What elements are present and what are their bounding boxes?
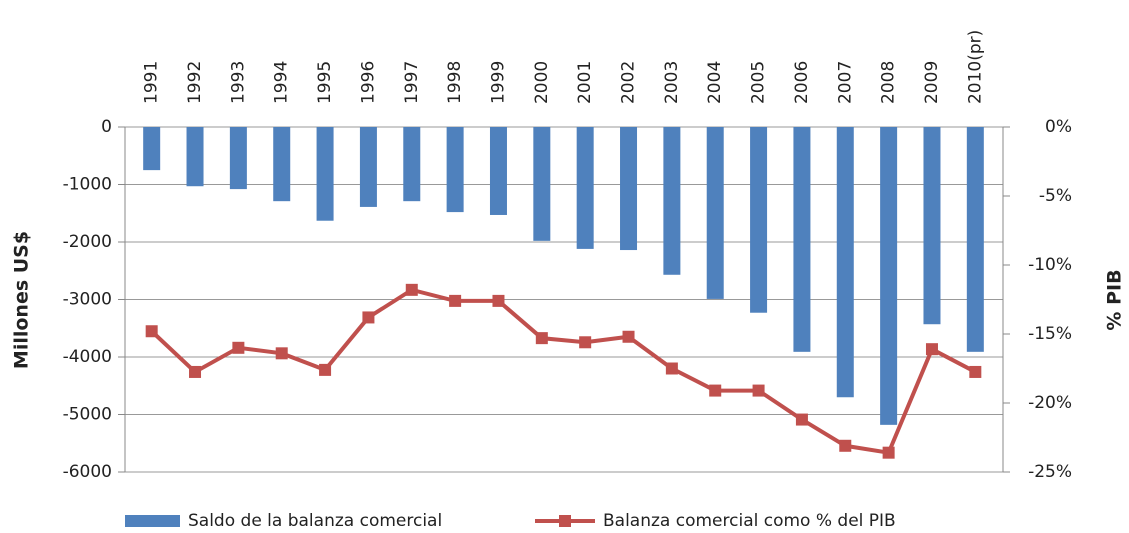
y2-tick-label: -10% [1028, 255, 1072, 275]
line [150, 287, 977, 455]
y-tick-label: 0 [101, 117, 112, 137]
legend-swatch [125, 515, 180, 527]
y-tick-label: -2000 [63, 232, 112, 252]
x-tick-label: 1991 [142, 61, 162, 104]
marker [449, 294, 462, 307]
x-tick-label: 1998 [445, 61, 465, 104]
bar [316, 127, 334, 221]
x-tick-label: 1996 [358, 61, 378, 104]
y-axis-label: Millones US$ [11, 231, 33, 369]
marker [969, 365, 982, 378]
marker [839, 439, 852, 452]
y2-tick-label: 0% [1045, 117, 1072, 137]
marker [622, 330, 635, 343]
marker [275, 347, 288, 360]
y-tick-label: -3000 [63, 290, 112, 310]
bar [663, 127, 681, 275]
bar [143, 127, 161, 171]
x-tick-label: 2009 [922, 61, 942, 104]
marker [795, 413, 808, 426]
bar [880, 127, 898, 425]
bar [750, 127, 768, 313]
marker [579, 336, 592, 349]
x-tick-label: 2006 [792, 61, 812, 104]
bar [533, 127, 551, 241]
marker [925, 343, 938, 356]
bar [576, 127, 594, 249]
bar [836, 127, 854, 398]
marker [319, 363, 332, 376]
x-tick-label: 1995 [315, 61, 335, 104]
y2-axis-label: % PIB [1104, 269, 1126, 330]
bar [923, 127, 941, 325]
x-tick-label: 2002 [619, 61, 639, 104]
marker [752, 384, 765, 397]
bar [359, 127, 377, 207]
marker [535, 332, 548, 345]
x-tick-label: 1997 [402, 61, 422, 104]
bar [403, 127, 421, 202]
marker [492, 294, 505, 307]
legend-label: Balanza comercial como % del PIB [603, 511, 896, 531]
x-tick-label: 2004 [705, 61, 725, 104]
bar [446, 127, 464, 213]
legend-marker [559, 515, 571, 527]
bar [273, 127, 291, 202]
marker [189, 365, 202, 378]
y2-tick-label: -15% [1028, 324, 1072, 344]
bar [229, 127, 247, 190]
marker [709, 384, 722, 397]
x-tick-label: 2007 [835, 61, 855, 104]
y2-tick-label: -25% [1028, 462, 1072, 482]
x-tick-label: 1993 [228, 61, 248, 104]
y2-tick-label: -20% [1028, 393, 1072, 413]
marker [232, 341, 245, 354]
y2-tick-label: -5% [1039, 186, 1072, 206]
x-tick-label: 1992 [185, 61, 205, 104]
x-tick-label: 2010(pr) [965, 30, 985, 104]
bar [620, 127, 638, 251]
x-tick-label: 2005 [749, 61, 769, 104]
bar [186, 127, 204, 187]
x-tick-label: 2000 [532, 61, 552, 104]
y-tick-label: -6000 [63, 462, 112, 482]
bar [706, 127, 724, 299]
marker [405, 283, 418, 296]
legend-label: Saldo de la balanza comercial [188, 511, 442, 531]
bar [966, 127, 984, 352]
y-tick-label: -5000 [63, 405, 112, 425]
bar [793, 127, 811, 352]
marker [665, 362, 678, 375]
x-tick-label: 2001 [575, 61, 595, 104]
x-tick-label: 1994 [272, 61, 292, 104]
x-tick-label: 1999 [488, 61, 508, 104]
x-tick-label: 2008 [879, 61, 899, 104]
marker [882, 446, 895, 459]
y-tick-label: -1000 [63, 175, 112, 195]
x-tick-label: 2003 [662, 61, 682, 104]
marker [362, 311, 375, 324]
y-tick-label: -4000 [63, 347, 112, 367]
bar [489, 127, 507, 215]
marker [145, 325, 158, 338]
